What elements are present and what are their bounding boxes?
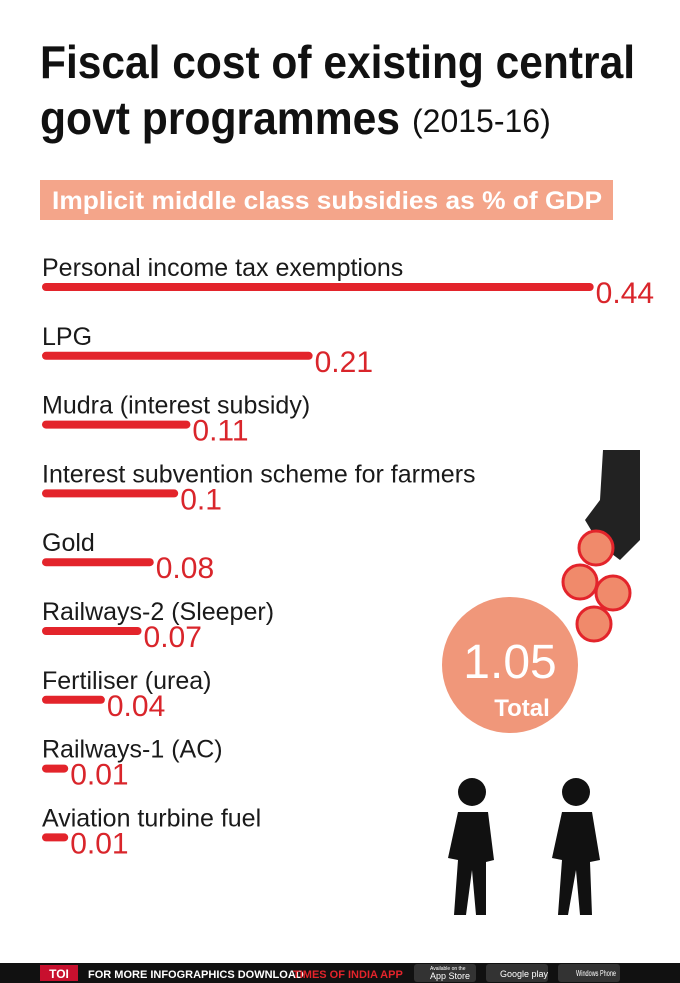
- total-label: Total: [494, 695, 550, 722]
- value-label: 0.04: [107, 690, 165, 723]
- value-label: 0.01: [70, 759, 128, 792]
- total-circle: [442, 597, 578, 733]
- subtitle: Implicit middle class subsidies as % of …: [52, 187, 602, 215]
- title-line-2: govt programmes: [40, 92, 400, 144]
- footer-text: FOR MORE INFOGRAPHICS DOWNLOAD: [88, 969, 304, 981]
- category-label: Fertiliser (urea): [42, 667, 211, 695]
- value-label: 0.08: [156, 552, 214, 585]
- app-store-small: Available on the: [430, 966, 466, 972]
- value-label: 0.21: [315, 346, 373, 379]
- value-label: 0.44: [596, 277, 654, 310]
- category-label: Gold: [42, 529, 95, 557]
- category-label: Interest subvention scheme for farmers: [42, 460, 476, 488]
- value-label: 0.11: [192, 415, 248, 448]
- total-value: 1.05: [463, 636, 556, 689]
- category-label: LPG: [42, 323, 92, 351]
- footer-app: TIMES OF INDIA APP: [293, 969, 403, 981]
- app-store-badge[interactable]: [414, 964, 476, 982]
- category-label: Mudra (interest subsidy): [42, 392, 310, 420]
- app-store: App Store: [430, 971, 470, 981]
- title-year: (2015-16): [412, 103, 551, 139]
- hand-icon: [561, 450, 640, 643]
- category-label: Personal income tax exemptions: [42, 254, 403, 282]
- windows-badge[interactable]: [558, 964, 620, 982]
- google-play-badge[interactable]: [486, 964, 548, 982]
- google-play: Google play: [500, 969, 549, 979]
- footer-brand: TOI: [49, 967, 69, 981]
- value-label: 0.07: [144, 621, 202, 654]
- windows-phone: Windows Phone: [576, 969, 616, 978]
- category-label: Railways-2 (Sleeper): [42, 598, 274, 626]
- subtitle-banner: [40, 180, 613, 220]
- people-icon: [448, 778, 600, 915]
- title-line-1: Fiscal cost of existing central: [40, 36, 635, 88]
- category-label: Aviation turbine fuel: [42, 804, 261, 832]
- category-label: Railways-1 (AC): [42, 736, 223, 764]
- value-label: 0.1: [180, 483, 222, 516]
- value-label: 0.01: [70, 827, 128, 860]
- toi-badge: [40, 965, 78, 981]
